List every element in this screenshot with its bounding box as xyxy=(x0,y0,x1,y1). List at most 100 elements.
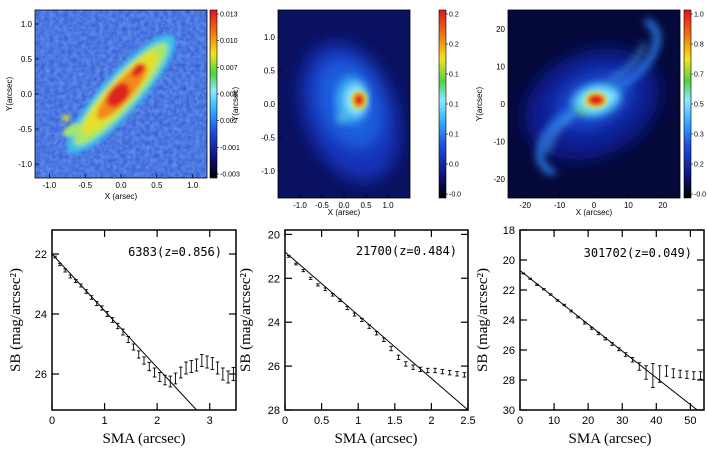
sb-xtick-label: 1.5 xyxy=(387,415,402,427)
sb-data-point xyxy=(294,262,298,266)
heatmap-panel-1: -1.0 -0.5 0.0 0.5 1.0 -1.0 -0.5 0.0 0.5 1.0 X (ar… xyxy=(5,9,240,201)
sb-2-xlabel: SMA (arcsec) xyxy=(335,431,418,447)
heatmap-1-axes: -1.0 -0.5 0.0 0.5 1.0 -1.0 -0.5 0.0 0.5 1.0 xyxy=(18,20,199,190)
sb-data-point xyxy=(58,262,62,267)
sb-xtick-label: 20 xyxy=(582,415,594,427)
sb-xtick-label: 0 xyxy=(517,415,523,427)
sb-ytick-label: 22 xyxy=(35,249,47,261)
heatmap-xtick-label: 0.5 xyxy=(360,201,372,210)
sb-data-point xyxy=(308,276,313,280)
heatmap-ytick-label: 10 xyxy=(496,62,505,71)
colorbar-1: 0.013 0.010 0.007 0.005 0.002 -0.001 -0.003 xyxy=(209,9,240,179)
sb-ytick-label: 22 xyxy=(268,273,280,285)
sb-data-point xyxy=(617,347,621,352)
heatmap-xtick-label: -20 xyxy=(519,201,531,210)
colorbar-label: 0.010 xyxy=(220,38,238,45)
sb-data-point xyxy=(63,268,67,273)
sb-data-point xyxy=(345,305,350,310)
sb-data-point xyxy=(685,370,689,379)
sb-data-point xyxy=(678,369,682,379)
heatmap-1-xlabel: X (arsec) xyxy=(105,192,138,201)
sb-data-point xyxy=(115,322,120,330)
sb-data-point xyxy=(651,363,655,388)
sb-data-point xyxy=(286,255,291,258)
sb-data-point xyxy=(664,365,669,377)
sb-data-point xyxy=(440,368,445,375)
sb-data-point xyxy=(671,368,676,379)
sb-plot-area xyxy=(285,251,468,410)
sb-data-point xyxy=(53,255,57,259)
colorbar-label: 0.1 xyxy=(449,102,459,109)
heatmap-image-2 xyxy=(278,10,410,198)
sb-data-point xyxy=(110,317,115,323)
sb-data-point xyxy=(433,367,437,374)
heatmap-ytick-label: 0.5 xyxy=(264,66,276,75)
sb-plot-area xyxy=(52,253,236,410)
colorbar-label: -0.0 xyxy=(694,192,706,199)
sb-data-point xyxy=(205,355,209,369)
sb-data-point xyxy=(84,289,88,294)
sb-data-point xyxy=(168,375,173,388)
colorbar-label: 0.2 xyxy=(449,12,459,19)
sb-ytick-label: 26 xyxy=(35,369,47,381)
sb-data-point xyxy=(396,354,401,360)
heatmap-ytick-label: -10 xyxy=(493,138,505,147)
sb-data-point xyxy=(623,352,628,357)
sb-plot-area xyxy=(520,270,703,410)
heatmap-panel-3: -20 -10 0 10 20 -20 -10 0 10 20 X (arcsec) Y(arcs… xyxy=(475,9,706,217)
sb-data-point xyxy=(528,277,533,280)
sb-data-point xyxy=(231,366,236,382)
sb-data-point xyxy=(462,372,467,378)
sb-profile-panel-2: 0 0.5 1 1.5 2 2.5 20 22 24 26 28 21700(z=0.484) SM… xyxy=(238,229,476,447)
colorbar-label: 0.1 xyxy=(449,132,459,139)
sb-ytick-label: 26 xyxy=(268,361,280,373)
heatmap-xtick-label: -10 xyxy=(554,201,566,210)
sb-data-point xyxy=(68,274,73,279)
sb-data-point xyxy=(323,287,328,292)
colorbar-label: 0.2 xyxy=(694,162,704,169)
colorbar-label: 0.002 xyxy=(220,118,238,125)
sb-3-annotation: 301702(z=0.049) xyxy=(584,246,692,260)
heatmap-xtick-label: -0.5 xyxy=(315,201,329,210)
sb-data-point xyxy=(200,354,204,367)
heatmap-ytick-label: 0.0 xyxy=(264,100,276,109)
sb-ytick-label: 30 xyxy=(503,405,515,417)
sb-1-ylabel: SB (mag/arcsec²) xyxy=(8,268,24,372)
heatmap-2-axes: -1.0 -0.5 0.0 0.5 1.0 -1.0 -0.5 0.0 0.5 1.0 xyxy=(261,33,394,210)
heatmap-ytick-label: 1.0 xyxy=(264,33,276,42)
sb-data-point xyxy=(152,367,157,378)
sb-data-point xyxy=(562,303,567,307)
heatmap-xtick-label: -0.5 xyxy=(78,181,92,190)
heatmap-xtick-label: 0.5 xyxy=(151,181,163,190)
sb-data-point xyxy=(382,337,386,342)
sb-ytick-label: 22 xyxy=(503,285,515,297)
colorbar-label: 0.005 xyxy=(220,92,238,99)
sb-ytick-label: 28 xyxy=(268,405,280,417)
sb-data-point xyxy=(637,362,642,371)
sb-ytick-label: 18 xyxy=(503,225,515,237)
sb-data-point xyxy=(226,370,230,384)
sb-1-xlabel: SMA (arcsec) xyxy=(103,431,186,447)
sb-data-point xyxy=(105,311,109,317)
sb-data-point xyxy=(338,298,342,303)
sb-data-point xyxy=(301,269,306,273)
heatmap-ytick-label: 0.0 xyxy=(21,90,33,99)
sb-data-point xyxy=(576,315,580,319)
colorbar-label: 0.007 xyxy=(220,65,238,72)
sb-2-annotation: 21700(z=0.484) xyxy=(356,244,457,258)
sb-data-point xyxy=(184,361,188,375)
sb-ytick-label: 24 xyxy=(268,317,280,329)
sb-profile-panel-3: 0 10 20 30 40 50 18 20 22 24 26 28 30 301702(z=0.049… xyxy=(475,225,705,447)
sb-data-point xyxy=(79,283,83,288)
colorbar-3: 1.0 0.8 0.7 0.5 0.3 0.2 -0.0 xyxy=(683,9,706,199)
sb-data-point xyxy=(425,367,430,374)
sb-data-point xyxy=(603,337,607,341)
sb-data-point xyxy=(352,312,357,317)
heatmap-xtick-label: 1.0 xyxy=(187,181,199,190)
sb-data-point xyxy=(596,331,601,336)
heatmap-ytick-label: 0.5 xyxy=(21,55,33,64)
sb-data-point xyxy=(194,358,199,372)
sb-data-point xyxy=(447,370,452,376)
sb-ytick-label: 26 xyxy=(503,345,515,357)
